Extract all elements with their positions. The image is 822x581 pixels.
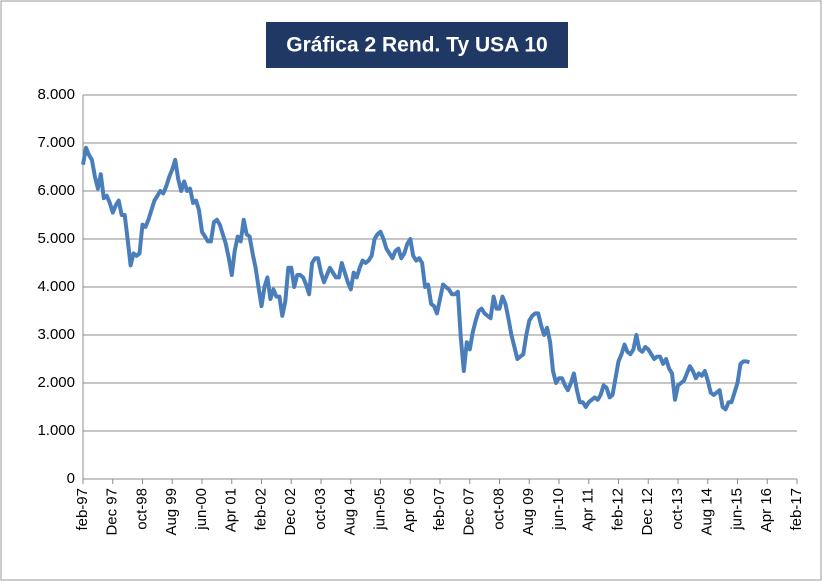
- y-tick-label: 8.000: [37, 86, 75, 103]
- y-tick-label: 4.000: [37, 278, 75, 295]
- x-tick-label: oct-08: [490, 488, 507, 530]
- x-tick-label: Apr 11: [580, 488, 597, 531]
- y-tick-label: 0: [67, 470, 75, 487]
- x-tick-label: Dec 02: [282, 488, 299, 536]
- title-box: [266, 22, 568, 68]
- x-tick-label: oct-03: [312, 488, 329, 530]
- x-tick-label: feb-02: [252, 488, 269, 531]
- x-tick-label: Aug 14: [699, 488, 716, 536]
- x-tick-label: Apr 16: [758, 488, 775, 532]
- y-tick-label: 7.000: [37, 134, 75, 151]
- y-tick-label: 2.000: [37, 374, 75, 391]
- x-tick-label: Aug 99: [163, 488, 180, 536]
- y-tick-label: 3.000: [37, 326, 75, 343]
- x-tick-label: feb-17: [788, 488, 805, 531]
- x-tick-label: feb-07: [431, 488, 448, 531]
- y-tick-label: 1.000: [37, 422, 75, 439]
- x-tick-label: jun-05: [371, 488, 388, 531]
- x-tick-label: oct-98: [133, 488, 150, 530]
- y-tick-label: 6.000: [37, 182, 75, 199]
- x-tick-label: Apr 01: [223, 488, 240, 532]
- x-tick-label: jun-00: [193, 488, 210, 531]
- x-tick-label: Aug 09: [520, 488, 537, 536]
- x-tick-label: jun-15: [728, 488, 745, 531]
- data-line: [81, 145, 751, 412]
- x-tick-label: Dec 97: [104, 488, 121, 536]
- x-tick-label: oct-13: [669, 488, 686, 530]
- y-tick-label: 5.000: [37, 230, 75, 247]
- x-tick-label: jun-10: [550, 488, 567, 531]
- x-tick-label: Dec 12: [639, 488, 656, 536]
- x-tick-label: Aug 04: [342, 488, 359, 536]
- chart-title: Gráfica 2 Rend. Ty USA 10: [286, 34, 547, 57]
- x-tick-label: Apr 06: [401, 488, 418, 532]
- x-tick-label: feb-97: [74, 488, 91, 531]
- x-tick-label: Dec 07: [461, 488, 478, 536]
- x-tick-label: feb-12: [609, 488, 626, 531]
